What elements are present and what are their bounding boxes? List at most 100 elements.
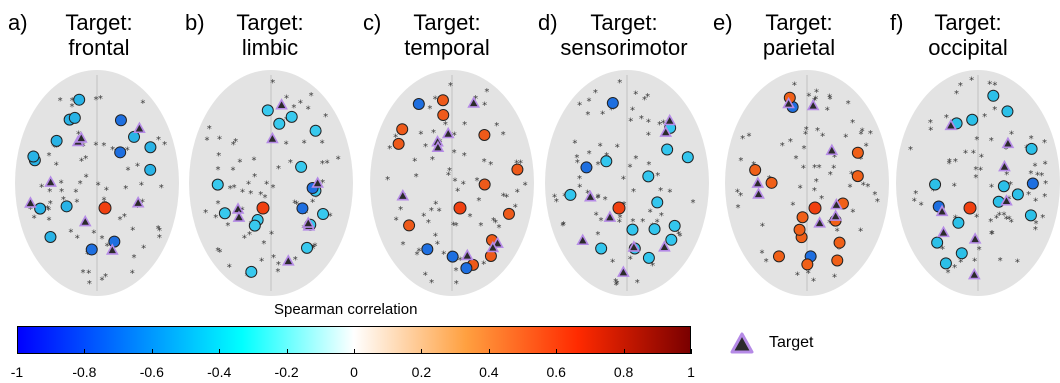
channel-marker: * (412, 157, 417, 168)
target-marker (486, 240, 500, 253)
channel-marker: * (735, 187, 740, 198)
channel-marker: * (433, 231, 438, 242)
channel-marker: * (1033, 219, 1038, 230)
target-marker (627, 240, 641, 252)
channel-marker: * (393, 133, 398, 144)
channel-marker: * (596, 193, 601, 204)
channel-marker: * (614, 280, 619, 291)
channel-marker: * (310, 197, 315, 208)
channel-marker: * (401, 240, 406, 251)
channel-marker: * (96, 181, 101, 192)
channel-marker: * (1032, 162, 1037, 173)
channel-marker: * (977, 245, 982, 256)
channel-marker: * (216, 199, 221, 210)
channel-marker: * (310, 244, 315, 255)
channel-marker: * (615, 279, 620, 290)
channel-marker: * (947, 157, 952, 168)
channel-marker: * (577, 183, 582, 194)
channel-marker: * (288, 158, 293, 169)
channel-marker: * (802, 144, 807, 155)
channel-marker: * (482, 157, 487, 168)
channel-marker: * (461, 179, 466, 190)
channel-marker: * (633, 154, 638, 165)
target-marker (617, 265, 630, 277)
channel-marker: * (953, 157, 958, 168)
channel-marker: * (251, 156, 256, 167)
channel-marker: * (135, 202, 140, 213)
channel-marker: * (646, 130, 651, 141)
channel-marker: * (156, 224, 161, 235)
correlation-node (285, 110, 298, 123)
target-marker (782, 96, 795, 109)
channel-marker: * (827, 218, 832, 229)
correlation-node (612, 201, 626, 215)
channel-marker: * (101, 196, 106, 207)
channel-marker: * (740, 134, 745, 145)
channel-marker: * (971, 149, 976, 160)
channel-marker: * (59, 178, 64, 189)
channel-marker: * (945, 268, 950, 279)
target-marker (752, 187, 765, 199)
channel-marker: * (613, 277, 618, 288)
channel-marker: * (94, 95, 99, 106)
channel-marker: * (99, 276, 104, 287)
channel-marker: * (76, 129, 81, 140)
channel-marker: * (135, 162, 140, 173)
channel-marker: * (1004, 215, 1009, 226)
channel-marker: * (593, 88, 598, 99)
channel-marker: * (156, 135, 161, 146)
channel-marker: * (228, 184, 233, 195)
correlation-node (73, 93, 86, 106)
target-legend-icon (730, 332, 754, 354)
channel-marker: * (443, 120, 448, 131)
channel-marker: * (1043, 179, 1048, 190)
channel-marker: * (621, 175, 626, 186)
channel-marker: * (429, 206, 434, 217)
channel-marker: * (835, 227, 840, 238)
correlation-node (833, 236, 846, 249)
channel-marker: * (846, 99, 851, 110)
channel-marker: * (574, 153, 579, 164)
channel-marker: * (1040, 213, 1045, 224)
channel-marker: * (225, 221, 230, 232)
correlation-node (796, 211, 809, 224)
channel-marker: * (998, 256, 1003, 267)
target-marker (998, 159, 1011, 172)
correlation-node (295, 160, 308, 173)
channel-marker: * (28, 204, 33, 215)
channel-marker: * (213, 213, 218, 224)
channel-marker: * (85, 249, 90, 260)
channel-marker: * (446, 170, 451, 181)
channel-marker: * (91, 228, 96, 239)
channel-marker: * (843, 133, 848, 144)
correlation-node (460, 262, 473, 275)
channel-marker: * (931, 186, 936, 197)
channel-marker: * (860, 126, 865, 137)
channel-marker: * (284, 115, 289, 126)
target-marker (1001, 136, 1015, 149)
target-marker (460, 248, 474, 261)
channel-marker: * (87, 279, 92, 290)
channel-marker: * (276, 260, 281, 271)
channel-marker: * (989, 136, 994, 147)
channel-marker: * (801, 164, 806, 175)
channel-marker: * (598, 216, 603, 227)
target-marker (78, 214, 92, 227)
channel-marker: * (447, 166, 452, 177)
panel-title-line2: occipital (928, 35, 1008, 60)
channel-marker: * (105, 242, 110, 253)
channel-marker: * (912, 197, 917, 208)
channel-marker: * (812, 163, 817, 174)
channel-marker: * (1033, 225, 1038, 236)
channel-marker: * (263, 193, 268, 204)
correlation-node (412, 98, 425, 111)
channel-marker: * (827, 93, 832, 104)
channel-marker: * (973, 173, 978, 184)
channel-marker: * (738, 191, 743, 202)
channel-marker: * (230, 165, 235, 176)
target-marker (396, 189, 410, 201)
channel-marker: * (130, 269, 135, 280)
channel-marker: * (157, 226, 162, 237)
correlation-node (114, 146, 127, 159)
correlation-node (478, 178, 491, 191)
